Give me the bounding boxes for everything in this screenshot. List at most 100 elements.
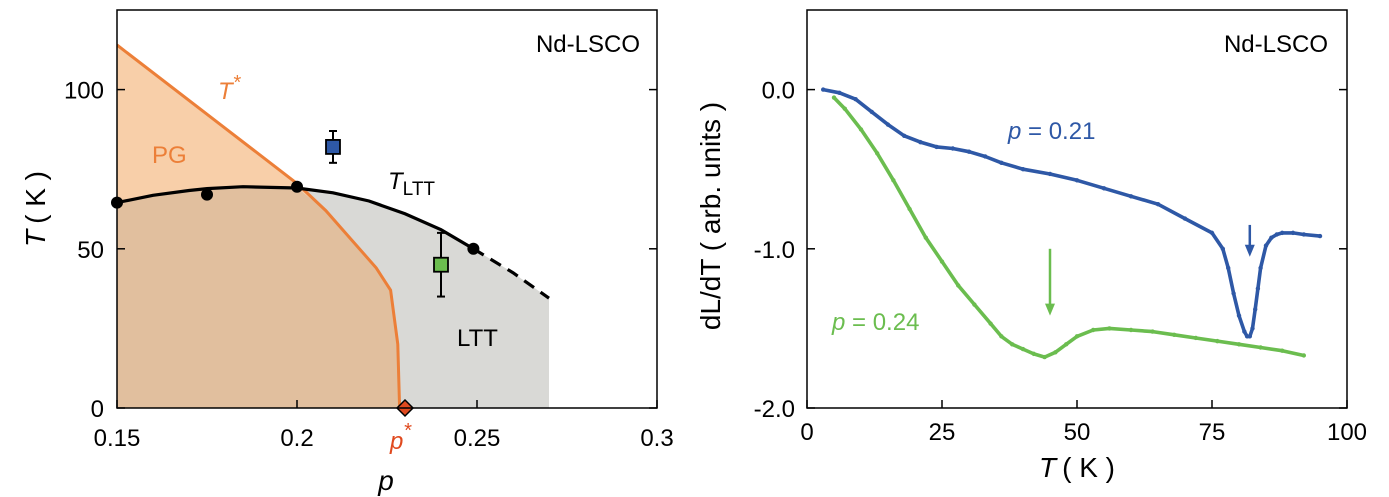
data-point (1255, 286, 1261, 291)
right-panel: 0 25 50 75 100 0.0-1.0-2.0 Nd-LSCO p = 0.21 … (695, 9, 1367, 483)
overlap-region-fill (117, 186, 400, 408)
y-tick-label: 0.0 (762, 78, 795, 105)
data-point (950, 146, 955, 151)
square-markers (325, 129, 449, 298)
ltt-data-point (467, 242, 480, 255)
series-label-p021: p = 0.21 (1007, 118, 1095, 145)
x-tick-label: 0.2 (280, 425, 313, 452)
data-point (1280, 348, 1285, 353)
data-point (923, 235, 928, 240)
data-point (1101, 186, 1107, 191)
data-point (885, 122, 891, 127)
data-point (1263, 243, 1269, 248)
y-tick-label: -2.0 (754, 396, 795, 423)
data-point (956, 283, 961, 288)
data-point (1047, 171, 1053, 177)
data-point (1010, 342, 1015, 347)
data-point (1172, 332, 1177, 337)
left-x-ticks: 0.15 0.2 0.25 0.3 (94, 400, 674, 452)
data-point (1258, 345, 1263, 350)
data-point (1226, 265, 1231, 271)
data-point (1301, 353, 1307, 358)
x-tick-label: 25 (929, 419, 956, 446)
data-point (1242, 329, 1247, 334)
data-point (966, 149, 972, 154)
data-point (1231, 291, 1236, 296)
x-tick-label: 50 (1064, 419, 1091, 446)
left-axes-frame (116, 9, 658, 409)
ltt-data-point (291, 180, 303, 193)
x-tick-label: 0.15 (94, 425, 141, 452)
x-tick-label: 0 (800, 419, 813, 446)
data-point (1236, 342, 1242, 347)
data-point (988, 321, 993, 326)
data-point (1280, 230, 1285, 236)
ltt-data-points (111, 180, 480, 255)
data-point (821, 87, 826, 92)
data-point (1128, 194, 1134, 199)
data-point (1258, 265, 1263, 271)
data-point (907, 206, 912, 212)
data-point (1250, 326, 1255, 331)
data-point (1274, 232, 1280, 237)
data-point (891, 178, 896, 183)
data-point (1317, 233, 1323, 239)
data-point (1064, 342, 1069, 347)
data-point (1193, 335, 1199, 341)
x-tick-label: 0.3 (640, 425, 673, 452)
data-point (1220, 246, 1226, 251)
ltt-label: LTT (457, 325, 498, 352)
ltt-data-point (201, 188, 213, 201)
data-point (1182, 216, 1188, 221)
pg-label: PG (152, 142, 187, 169)
data-point (1074, 178, 1080, 183)
left-corner-label: Nd-LSCO (536, 31, 640, 58)
series-line-0 (821, 87, 1322, 339)
data-point (1236, 313, 1242, 318)
left-x-axis-label: p (377, 465, 394, 496)
data-point (1253, 307, 1258, 312)
left-panel: 0.15 0.2 0.25 0.3 0 50 100 Nd-LSCO T* PG TLTT… (20, 9, 674, 496)
data-point (1150, 329, 1155, 334)
data-point (1215, 338, 1220, 344)
tstar-label: T* (218, 72, 242, 105)
data-point (869, 109, 874, 115)
x-tick-label: 100 (1327, 419, 1367, 446)
y-tick-label: -1.0 (754, 237, 795, 264)
data-point (999, 334, 1004, 339)
tltt-label: TLTT (388, 168, 435, 200)
ltt-boundary-dashed-line (472, 247, 550, 300)
data-point (1074, 334, 1080, 339)
data-point (831, 95, 837, 100)
data-point (934, 144, 939, 150)
data-point (983, 154, 988, 159)
x-tick-label: 0.25 (454, 425, 501, 452)
arrow-head (1045, 303, 1055, 316)
blue-square-marker (325, 139, 341, 155)
green-square-marker (433, 256, 449, 273)
data-point (1107, 326, 1112, 331)
pstar-label: p* (389, 420, 412, 455)
left-y-ticks: 0 50 100 (64, 78, 657, 423)
data-point (1155, 202, 1161, 207)
left-regions (117, 43, 550, 408)
right-corner-label: Nd-LSCO (1224, 31, 1328, 58)
data-point (1128, 327, 1134, 333)
data-point (1020, 346, 1026, 352)
data-point (939, 259, 945, 264)
data-point (1042, 354, 1047, 360)
right-x-ticks: 0 25 50 75 100 (800, 400, 1367, 446)
y-tick-label: 0 (91, 396, 104, 423)
right-y-ticks: 0.0 -1.0 -2.0 (754, 78, 1347, 423)
data-point (902, 133, 907, 138)
data-point (853, 96, 858, 102)
data-point (1020, 167, 1026, 172)
data-point (972, 302, 977, 307)
arrow-head (1244, 244, 1255, 257)
right-series (821, 87, 1323, 360)
series-label-p024: p = 0.24 (831, 309, 919, 336)
transition-arrows (1045, 224, 1255, 316)
data-point (842, 106, 847, 111)
data-point (1091, 327, 1096, 333)
